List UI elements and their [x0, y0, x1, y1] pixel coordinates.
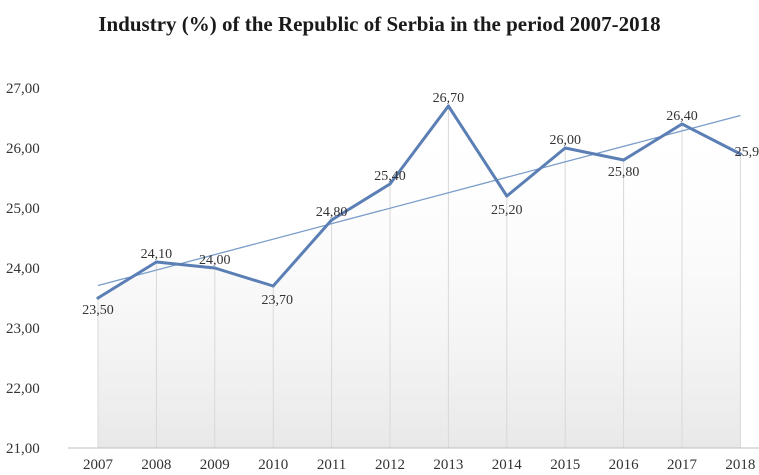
- data-point: [271, 284, 275, 288]
- data-label: 24,80: [316, 205, 348, 220]
- data-point: [96, 296, 100, 300]
- data-point: [446, 104, 450, 108]
- data-point: [505, 194, 509, 198]
- data-label: 25,40: [374, 169, 406, 184]
- y-tick-label: 23,00: [6, 321, 40, 337]
- x-tick-label: 2017: [667, 457, 698, 473]
- data-label: 24,10: [141, 247, 173, 262]
- y-tick-label: 24,00: [6, 261, 40, 277]
- y-tick-label: 21,00: [6, 441, 40, 457]
- data-label: 24,00: [199, 253, 231, 268]
- data-label: 23,50: [82, 303, 114, 318]
- x-tick-label: 2012: [375, 457, 405, 473]
- x-tick-label: 2011: [317, 457, 346, 473]
- data-point: [622, 158, 626, 162]
- chart-title: Industry (%) of the Republic of Serbia i…: [98, 12, 661, 36]
- y-tick-label: 27,00: [6, 81, 40, 97]
- data-label: 26,00: [549, 133, 581, 148]
- data-label: 25,90: [735, 145, 759, 160]
- data-point: [154, 260, 158, 264]
- data-point: [680, 122, 684, 126]
- y-tick-label: 25,00: [6, 201, 40, 217]
- area-fill: [98, 106, 741, 448]
- x-tick-label: 2014: [492, 457, 523, 473]
- data-point: [388, 182, 392, 186]
- data-label: 26,40: [666, 109, 698, 124]
- series-line: [96, 104, 742, 300]
- data-point: [213, 266, 217, 270]
- x-tick-label: 2009: [200, 457, 230, 473]
- trendline: [97, 114, 741, 287]
- x-tick-label: 2008: [141, 457, 171, 473]
- x-tick-label: 2015: [550, 457, 580, 473]
- data-point: [563, 146, 567, 150]
- data-label: 26,70: [433, 91, 465, 106]
- x-tick-label: 2013: [433, 457, 463, 473]
- data-label: 25,80: [608, 165, 640, 180]
- data-point: [738, 152, 742, 156]
- data-label: 25,20: [491, 203, 523, 218]
- y-tick-label: 22,00: [6, 381, 40, 397]
- x-tick-label: 2016: [609, 457, 640, 473]
- data-point: [330, 218, 334, 222]
- x-tick-label: 2010: [258, 457, 288, 473]
- y-tick-label: 26,00: [6, 141, 40, 157]
- x-tick-label: 2018: [725, 457, 755, 473]
- x-tick-label: 2007: [83, 457, 114, 473]
- data-label: 23,70: [261, 293, 293, 308]
